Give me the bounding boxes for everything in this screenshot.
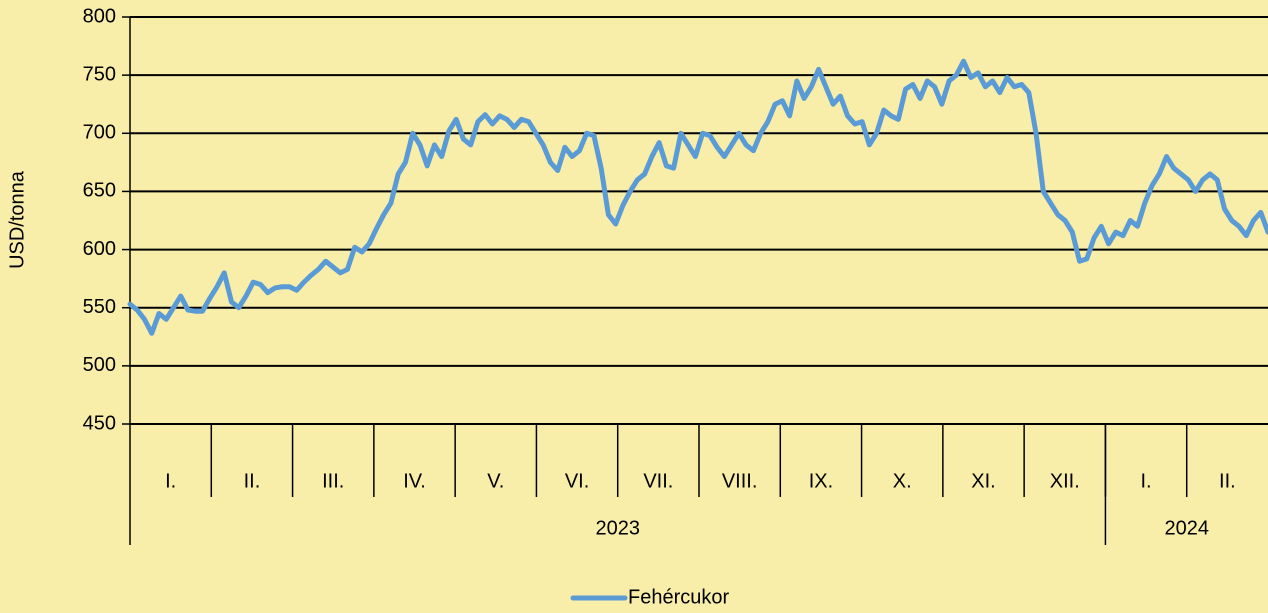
x-tick-label: X. — [893, 470, 912, 492]
y-axis-label: USD/tonna — [6, 170, 28, 269]
y-tick-label: 700 — [83, 122, 116, 144]
x-tick-label: XII. — [1050, 470, 1080, 492]
x-tick-label: VI. — [565, 470, 589, 492]
y-tick-label: 500 — [83, 354, 116, 376]
y-tick-label: 750 — [83, 63, 116, 85]
data-line — [127, 58, 1268, 336]
x-tick-label: II. — [244, 470, 261, 492]
x-tick-label: VII. — [643, 470, 673, 492]
x-tick-label: III. — [322, 470, 344, 492]
y-tick-label: 800 — [83, 5, 116, 27]
y-tick-label: 600 — [83, 238, 116, 260]
x-group-label: 2023 — [595, 517, 640, 539]
x-tick-label: IX. — [809, 470, 833, 492]
y-tick-label: 450 — [83, 412, 116, 434]
x-group-label: 2024 — [1164, 517, 1209, 539]
legend-label: Fehércukor — [628, 586, 729, 608]
x-tick-label: V. — [487, 470, 504, 492]
x-tick-label: I. — [165, 470, 176, 492]
y-tick-label: 550 — [83, 296, 116, 318]
y-tick-label: 650 — [83, 180, 116, 202]
x-tick-label: XI. — [971, 470, 995, 492]
x-tick-label: IV. — [403, 470, 426, 492]
x-tick-label: II. — [1219, 470, 1236, 492]
x-tick-label: VIII. — [722, 470, 758, 492]
x-tick-label: I. — [1141, 470, 1152, 492]
